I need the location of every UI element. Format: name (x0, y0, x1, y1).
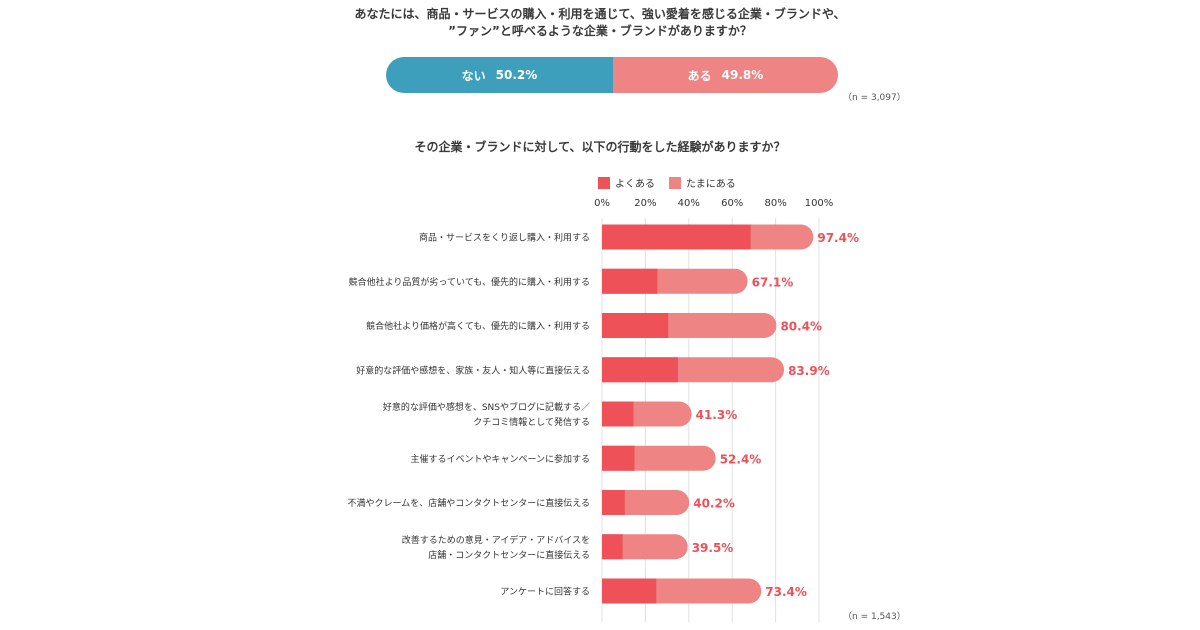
aru-label: ある (687, 68, 712, 83)
category-label: 商品・サービスをくり返し購入・利用する (419, 232, 590, 244)
value-label: 80.4% (780, 320, 822, 334)
value-label: 67.1% (752, 275, 794, 289)
value-label: 73.4% (765, 585, 807, 599)
legend-swatch-yoku-aru (598, 176, 610, 189)
value-label: 52.4% (720, 452, 762, 466)
category-label: 改善するための意見・アイデア・アドバイスを (402, 534, 590, 546)
category-label: 好意的な評価や感想を、家族・友人・知人等に直接伝える (356, 364, 590, 376)
legend-label-tama-ni-aru: たまにある (686, 179, 736, 190)
category-label: アンケートに回答する (500, 586, 590, 598)
bar-yoku-aru (602, 445, 635, 471)
legend-item-tama-ni-aru: たまにある (669, 175, 736, 190)
nai-label: ない (461, 68, 486, 83)
nai-segment: ない 50.2% (386, 57, 613, 93)
aru-value: 49.8% (721, 68, 764, 82)
sample-size-2: （n = 1,543） (843, 612, 906, 622)
bar-yoku-aru (602, 578, 657, 604)
bar-yoku-aru (602, 534, 623, 560)
chart-legend: よくある たまにある (598, 175, 750, 190)
value-label: 39.5% (692, 541, 734, 555)
aru-segment: ある 49.8% (612, 57, 838, 93)
question-1: あなたには、商品・サービスの購入・利用を通じて、強い愛着を感じる企業・ブランドや… (0, 6, 1200, 40)
legend-label-yoku-aru: よくある (615, 179, 655, 190)
bar-yoku-aru (602, 224, 751, 250)
category-label: 不満やクレームを、店舗やコンタクトセンターに直接伝える (348, 497, 590, 509)
x-tick-label: 60% (721, 198, 743, 209)
nai-value: 50.2% (495, 68, 538, 82)
x-tick-label: 80% (764, 198, 786, 209)
category-label: 競合他社より品質が劣っていても、優先的に購入・利用する (349, 276, 590, 288)
bar-yoku-aru (602, 401, 634, 427)
x-tick-label: 100% (805, 198, 834, 209)
sample-size-1: （n = 3,097） (843, 93, 906, 103)
legend-item-yoku-aru: よくある (598, 175, 655, 190)
bar-yoku-aru (602, 268, 658, 294)
bar-tama-ni-aru (602, 534, 688, 560)
category-label: 主催するイベントやキャンペーンに参加する (410, 453, 590, 465)
question-1-line-2: ”ファン”と呼べるような企業・ブランドがありますか？ (448, 24, 752, 38)
bar-yoku-aru (602, 313, 669, 338)
x-tick-label: 20% (634, 198, 656, 209)
x-tick-label: 40% (678, 198, 700, 209)
value-label: 40.2% (693, 497, 735, 511)
question-1-line-1: あなたには、商品・サービスの購入・利用を通じて、強い愛着を感じる企業・ブランドや… (354, 7, 846, 21)
fan-ratio-bar: ない 50.2% ある 49.8% (386, 57, 838, 93)
category-label: 店舗・コンタクトセンターに直接伝える (428, 549, 590, 561)
legend-swatch-tama-ni-aru (669, 176, 681, 189)
bar-yoku-aru (602, 490, 625, 515)
x-tick-label: 0% (594, 198, 610, 209)
value-label: 97.4% (817, 231, 859, 245)
category-label: クチコミ情報として発信する (473, 416, 590, 428)
category-label: 好意的な評価や感想を、SNSやブログに記載する／ (383, 401, 590, 413)
value-label: 83.9% (788, 364, 830, 378)
bar-yoku-aru (602, 357, 678, 383)
category-label: 競合他社より価格が高くても、優先的に購入・利用する (366, 320, 590, 332)
question-2: その企業・ブランドに対して、以下の行動をした経験がありますか？ (414, 140, 786, 154)
value-label: 41.3% (696, 408, 738, 422)
